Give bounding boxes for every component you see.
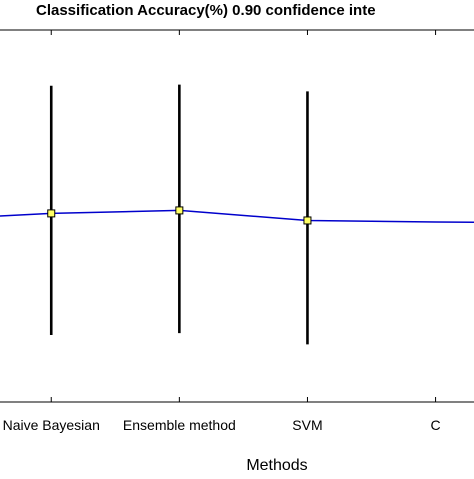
data-point-marker bbox=[303, 216, 312, 225]
plot-frame bbox=[0, 29, 474, 403]
series-line bbox=[0, 209, 474, 224]
x-tick-label: SVM bbox=[292, 417, 322, 433]
chart-title: Classification Accuracy(%) 0.90 confiden… bbox=[36, 2, 376, 19]
x-tick-label: Naive Bayesian bbox=[3, 417, 100, 433]
series-layer bbox=[0, 84, 474, 345]
x-axis-label: Methods bbox=[246, 457, 307, 474]
x-tick-labels: Naive Bayesian Ensemble method SVM C bbox=[3, 417, 441, 433]
x-tick-label: Ensemble method bbox=[123, 417, 236, 433]
x-tick-label: C bbox=[431, 417, 441, 433]
data-point-marker bbox=[175, 206, 184, 215]
data-point-marker bbox=[47, 209, 56, 218]
